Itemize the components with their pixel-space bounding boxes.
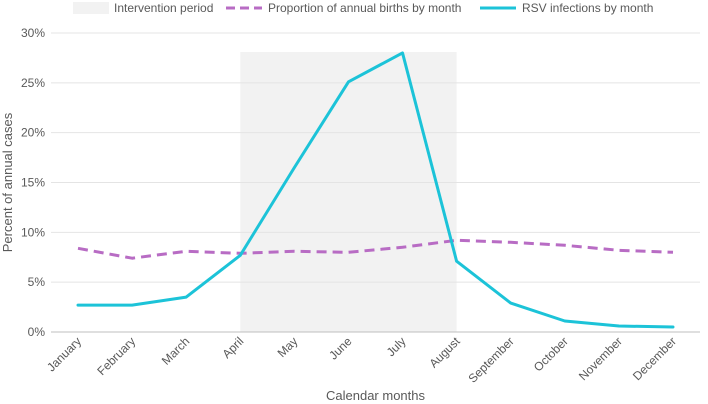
intervention-period-band <box>240 52 457 332</box>
x-tick-label: February <box>94 334 138 378</box>
x-axis-title: Calendar months <box>326 388 425 403</box>
legend-swatch-intervention <box>73 2 109 14</box>
y-tick-label: 20% <box>21 126 45 140</box>
series-lines <box>76 51 675 329</box>
rsv-series-line <box>76 51 675 329</box>
y-tick-label: 15% <box>21 176 45 190</box>
legend: Intervention period Proportion of annual… <box>73 1 653 15</box>
y-tick-label: 10% <box>21 225 45 239</box>
x-tick-label: October <box>531 334 571 374</box>
y-tick-label: 0% <box>28 325 46 339</box>
x-tick-label: April <box>220 334 247 361</box>
y-axis: 0% 5% 10% 15% 20% 25% 30% <box>21 26 45 339</box>
legend-label-rsv: RSV infections by month <box>522 1 653 15</box>
legend-label-intervention: Intervention period <box>114 1 213 15</box>
gridlines <box>51 32 700 283</box>
x-tick-label: July <box>384 334 409 359</box>
x-tick-label: September <box>465 334 516 385</box>
x-tick-label: May <box>275 334 301 360</box>
x-axis: January February March April May June July Augu… <box>44 331 700 386</box>
x-tick-label: August <box>426 334 463 371</box>
x-tick-label: June <box>326 334 355 363</box>
y-tick-label: 25% <box>21 76 45 90</box>
x-tick-label: January <box>44 334 84 374</box>
x-tick-label: March <box>159 334 192 367</box>
x-tick-label: December <box>630 334 679 383</box>
births-series-line <box>77 238 674 260</box>
y-tick-label: 5% <box>28 275 46 289</box>
y-axis-title: Percent of annual cases <box>0 112 15 252</box>
legend-label-births: Proportion of annual births by month <box>268 1 461 15</box>
x-tick-label: November <box>576 334 625 383</box>
y-tick-label: 30% <box>21 26 45 40</box>
